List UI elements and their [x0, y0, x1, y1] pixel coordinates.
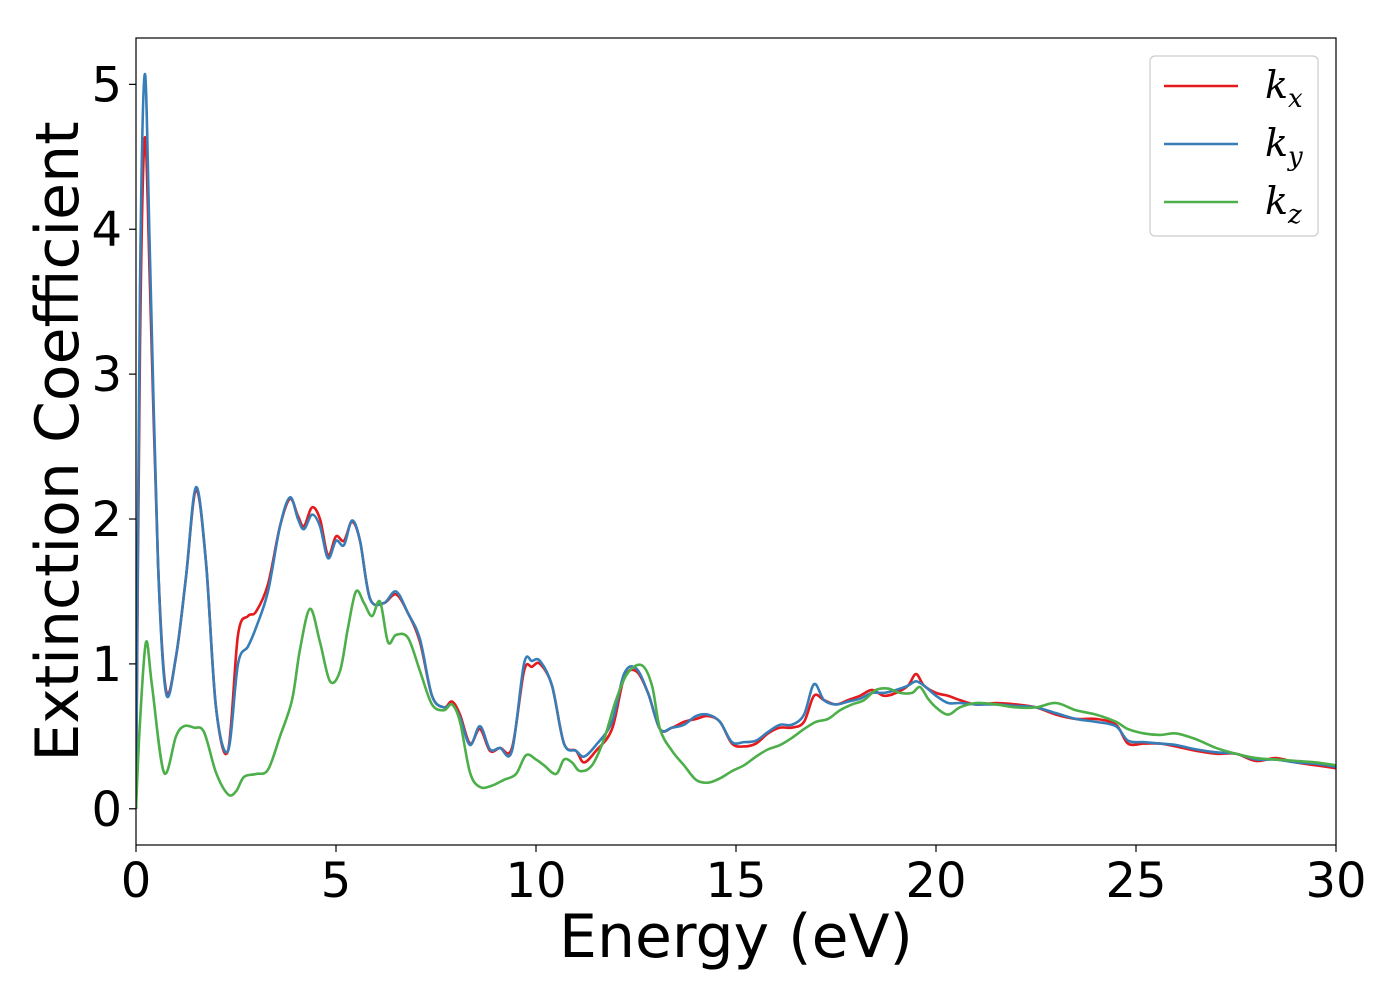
y-tick-label: 1	[91, 637, 122, 693]
y-tick-label: 2	[91, 492, 122, 548]
legend: kx ky kz	[1149, 55, 1319, 237]
legend-box	[1149, 55, 1319, 237]
y-axis-ticks: 0 1 2 3 4 5	[91, 57, 136, 838]
x-tick-label: 30	[1305, 853, 1366, 909]
x-tick-label: 5	[321, 853, 352, 909]
y-tick-label: 3	[91, 347, 122, 403]
x-tick-label: 0	[121, 853, 152, 909]
x-tick-label: 15	[705, 853, 766, 909]
y-tick-label: 5	[91, 57, 122, 113]
x-axis-title: Energy (eV)	[559, 902, 913, 972]
legend-label-kz: kz	[1265, 179, 1302, 230]
x-axis-ticks: 0 5 10 15 20 25 30	[121, 845, 1367, 909]
x-tick-label: 10	[505, 853, 566, 909]
series-line-kx	[136, 136, 1336, 809]
series-layer	[136, 72, 1336, 809]
legend-label-kx: kx	[1265, 63, 1303, 114]
legend-label-ky: ky	[1265, 121, 1303, 172]
y-tick-label: 4	[91, 202, 122, 258]
y-axis-title: Extinction Coefficient	[23, 121, 93, 761]
x-tick-label: 25	[1105, 853, 1166, 909]
x-tick-label: 20	[905, 853, 966, 909]
series-line-kz	[136, 589, 1336, 809]
y-tick-label: 0	[91, 782, 122, 838]
